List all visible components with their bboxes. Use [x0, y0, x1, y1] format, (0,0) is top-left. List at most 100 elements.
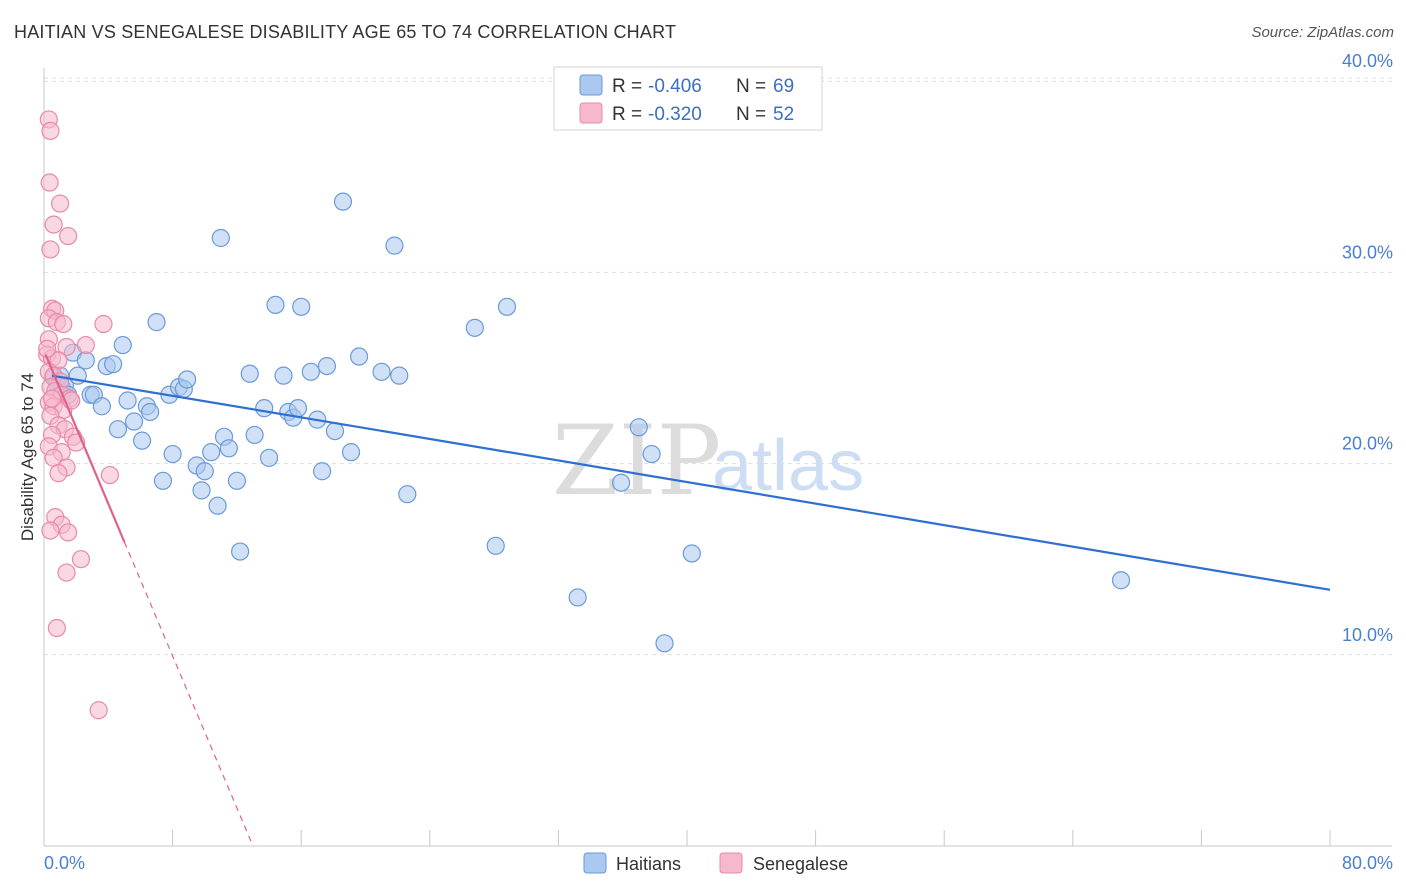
haitians-point-35: [219, 439, 238, 458]
x-ticks: [43, 830, 1331, 846]
haitians-point-53: [333, 192, 353, 211]
haitians-point-11: [92, 397, 111, 416]
senegalese-point-12: [94, 314, 113, 334]
bottom-legend-label-senegalese: Senegalese: [753, 854, 848, 874]
haitians-point-20: [140, 402, 160, 422]
y-tick-label-20: 20.0%: [1342, 434, 1393, 454]
haitians-point-8: [76, 351, 95, 370]
legend-r-label-senegalese: R =: [612, 104, 642, 125]
y-tick-label-30: 30.0%: [1342, 242, 1393, 262]
haitians-point-55: [349, 347, 369, 366]
senegalese-point-49: [38, 339, 57, 358]
haitians-point-36: [227, 471, 246, 490]
legend-n-value-haitians: 69: [773, 76, 794, 97]
trendlines: [44, 354, 1331, 847]
haitians-point-60: [465, 318, 484, 337]
haitians-trendline: [51, 374, 1331, 591]
haitians-point-41: [259, 448, 279, 467]
haitians-point-29: [192, 481, 211, 500]
haitians-point-17: [124, 412, 144, 431]
senegalese-point-3: [50, 194, 70, 213]
haitians-point-57: [385, 236, 404, 255]
haitians-point-31: [202, 443, 221, 462]
series-senegalese: [38, 110, 120, 720]
haitians-point-69: [1111, 571, 1131, 590]
haitians-point-30: [195, 462, 214, 481]
senegalese-point-45: [71, 550, 91, 569]
source-credit: Source: ZipAtlas.com: [1251, 24, 1394, 41]
bottom-legend-swatch-haitians: [583, 852, 607, 874]
y-tick-label-10: 10.0%: [1342, 625, 1393, 645]
haitians-point-38: [240, 364, 259, 383]
haitians-point-33: [211, 228, 230, 248]
senegalese-point-44: [59, 523, 78, 542]
legend-swatch-haitians: [579, 74, 603, 96]
stats-legend: R = -0.406 N = 69 R = -0.320 N = 52: [553, 66, 823, 131]
haitians-point-15: [113, 335, 132, 355]
haitians-point-39: [245, 425, 264, 445]
legend-r-value-senegalese: -0.320: [648, 104, 702, 125]
senegalese-point-48: [89, 701, 108, 720]
haitians-point-48: [301, 362, 320, 381]
senegalese-point-50: [42, 389, 62, 408]
senegalese-point-1: [41, 121, 60, 141]
haitians-point-22: [153, 471, 173, 490]
watermark-atlas: atlas: [712, 426, 864, 506]
haitians-point-46: [288, 399, 308, 418]
senegalese-point-43: [41, 521, 60, 540]
haitians-point-59: [398, 485, 417, 504]
haitians-point-16: [118, 391, 137, 410]
legend-r-value-haitians: -0.406: [648, 76, 702, 97]
haitians-point-67: [655, 634, 674, 653]
series-haitians: [44, 192, 1131, 653]
legend-n-label-senegalese: N =: [736, 104, 766, 125]
haitians-point-18: [132, 431, 152, 450]
senegalese-point-40: [100, 465, 120, 485]
haitians-point-50: [312, 462, 332, 481]
haitians-point-14: [108, 420, 128, 439]
haitians-point-54: [341, 443, 361, 462]
haitians-point-13: [104, 355, 123, 374]
series-legend: Haitians Senegalese: [583, 852, 848, 874]
haitians-point-47: [292, 297, 311, 316]
haitians-point-56: [372, 362, 391, 381]
haitians-point-66: [642, 444, 661, 464]
chart-title: HAITIAN VS SENEGALESE DISABILITY AGE 65 …: [14, 22, 677, 42]
haitians-point-63: [568, 588, 587, 607]
senegalese-point-2: [40, 173, 59, 192]
x-tick-label-min: 0.0%: [44, 853, 85, 873]
x-tick-label-max: 80.0%: [1342, 853, 1393, 873]
senegalese-point-14: [57, 337, 76, 357]
haitians-point-51: [317, 356, 337, 376]
senegalese-point-5: [59, 226, 78, 246]
senegalese-point-11: [54, 314, 73, 334]
senegalese-trendline: [44, 354, 126, 543]
haitians-point-42: [266, 295, 285, 315]
senegalese-point-39: [49, 464, 68, 483]
haitians-point-40: [255, 399, 274, 418]
haitians-point-58: [390, 366, 409, 385]
haitians-point-61: [486, 536, 505, 555]
legend-r-label-haitians: R =: [612, 76, 642, 97]
haitians-point-62: [497, 297, 517, 316]
y-tick-labels: 10.0% 20.0% 30.0% 40.0%: [1342, 51, 1393, 645]
haitians-point-37: [231, 542, 250, 561]
senegalese-point-47: [47, 618, 66, 638]
senegalese-trendline-extension: [123, 541, 254, 847]
y-tick-label-40: 40.0%: [1342, 51, 1393, 71]
legend-n-label-haitians: N =: [736, 76, 766, 97]
senegalese-point-15: [76, 335, 95, 355]
haitians-point-65: [629, 418, 648, 437]
legend-swatch-senegalese: [579, 102, 603, 124]
haitians-point-24: [163, 444, 182, 464]
bottom-legend-label-haitians: Haitians: [616, 854, 681, 874]
axes: [43, 68, 1392, 847]
legend-n-value-senegalese: 52: [773, 104, 794, 125]
senegalese-point-6: [41, 240, 60, 259]
haitians-point-64: [611, 473, 631, 492]
senegalese-point-4: [44, 215, 63, 234]
haitians-point-21: [147, 313, 166, 332]
haitians-point-43: [274, 366, 293, 385]
senegalese-point-46: [57, 563, 76, 582]
